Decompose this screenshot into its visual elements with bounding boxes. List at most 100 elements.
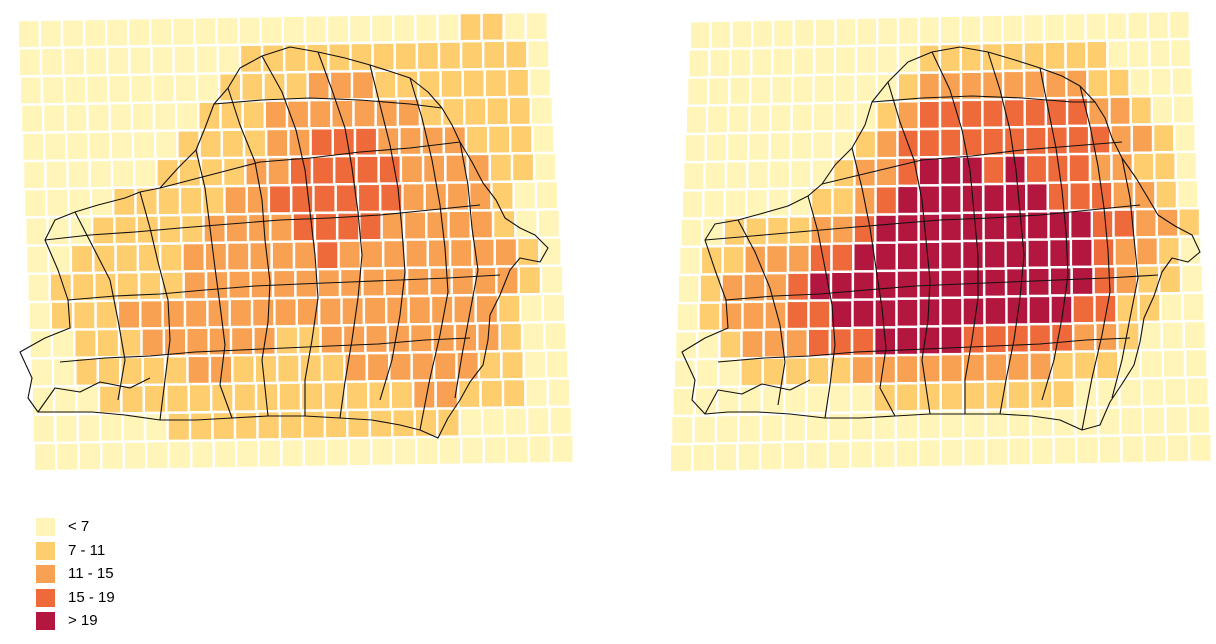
district-line [704, 379, 811, 415]
grid-cell [168, 413, 189, 440]
grid-cell [528, 41, 549, 68]
grid-cell [732, 21, 751, 48]
grid-cell [874, 441, 895, 468]
grid-cell [1076, 380, 1096, 407]
grid-cell [1066, 14, 1085, 41]
grid-cell [215, 441, 235, 468]
grid-cell [743, 303, 764, 329]
grid-cell [414, 381, 435, 408]
grid-cell [232, 328, 253, 354]
grid-cell [351, 44, 372, 70]
grid-cell [1134, 153, 1153, 180]
grid-cell [722, 275, 743, 301]
grid-cell [751, 77, 771, 104]
grid-cell [830, 385, 850, 412]
grid-cell [790, 189, 810, 215]
district-line [139, 191, 171, 421]
grid-cell [396, 43, 416, 70]
grid-cell [230, 300, 251, 326]
grid-cell [392, 382, 412, 408]
grid-cell [1004, 100, 1024, 126]
grid-cell [1047, 99, 1066, 125]
grid-cell [684, 163, 704, 190]
grid-cell [473, 239, 494, 266]
grid-cell [438, 14, 459, 41]
grid-cell [962, 101, 982, 127]
grid-cell [368, 354, 388, 380]
grid-cell [964, 411, 985, 438]
grid-cell [373, 43, 394, 70]
grid-cell [406, 240, 427, 267]
grid-cell [876, 272, 896, 298]
grid-cell [282, 440, 303, 467]
grid-cell [769, 189, 789, 216]
grid-cell [897, 412, 917, 439]
grid-cell [1027, 184, 1047, 211]
grid-cell [1006, 184, 1025, 211]
grid-cell [897, 299, 918, 326]
grid-cell [920, 45, 939, 72]
grid-cell [1009, 438, 1030, 465]
grid-cell [234, 384, 255, 411]
grid-cell [877, 74, 897, 101]
grid-cell [504, 13, 525, 40]
grid-cell [1003, 43, 1023, 70]
grid-cell [533, 126, 554, 152]
grid-cell [24, 162, 44, 188]
district-boundaries [681, 46, 1201, 431]
grid-cell [788, 273, 808, 300]
grid-cell [919, 158, 939, 185]
grid-cell [417, 438, 438, 464]
grid-cell [115, 217, 136, 243]
district-line [821, 141, 1123, 185]
country-outline [19, 46, 549, 439]
grid-cell [46, 161, 67, 188]
grid-cell [438, 409, 459, 436]
grid-cell [484, 42, 504, 68]
grid-cell [228, 243, 249, 270]
grid-cell [808, 358, 829, 384]
grid-cell [137, 216, 158, 243]
grid-cell [1007, 297, 1028, 324]
grid-cell [502, 352, 523, 378]
grid-cell [362, 241, 382, 268]
grid-cell [814, 104, 833, 130]
grid-cell [85, 20, 105, 46]
grid-cell [1129, 41, 1148, 67]
grid-cell [920, 73, 939, 100]
grid-cell [308, 73, 329, 99]
grid-cell [857, 47, 876, 73]
grid-cell [425, 184, 446, 210]
grid-cell [1176, 153, 1196, 179]
grid-cell [1189, 406, 1210, 433]
grid-cell [748, 162, 768, 188]
grid-cell [381, 184, 402, 211]
grid-cell [856, 75, 876, 101]
grid-cell [68, 161, 89, 188]
grid-cell [272, 242, 293, 269]
grid-cell [372, 438, 393, 465]
grid-cell [685, 135, 705, 161]
grid-cell [476, 296, 497, 322]
grid-cell [1149, 12, 1168, 39]
grid-cell [919, 412, 940, 438]
grid-cell [208, 300, 229, 327]
grid-cell [27, 246, 48, 273]
grid-cell [496, 239, 516, 266]
grid-cell [810, 273, 830, 300]
district-line [213, 97, 443, 109]
grid-cell [363, 269, 384, 296]
grid-cell [131, 75, 152, 102]
grid-cell [506, 41, 527, 68]
grid-cell [523, 323, 544, 350]
grid-cell [204, 215, 225, 242]
grid-cell [1031, 381, 1052, 408]
grid-cell [1072, 268, 1093, 294]
grid-cell [1137, 238, 1157, 265]
grid-cell [151, 19, 172, 45]
grid-cell [130, 47, 151, 74]
grid-cell [480, 352, 500, 379]
grid-cell [217, 18, 238, 44]
grid-cell [356, 128, 376, 155]
grid-cell [122, 386, 143, 413]
